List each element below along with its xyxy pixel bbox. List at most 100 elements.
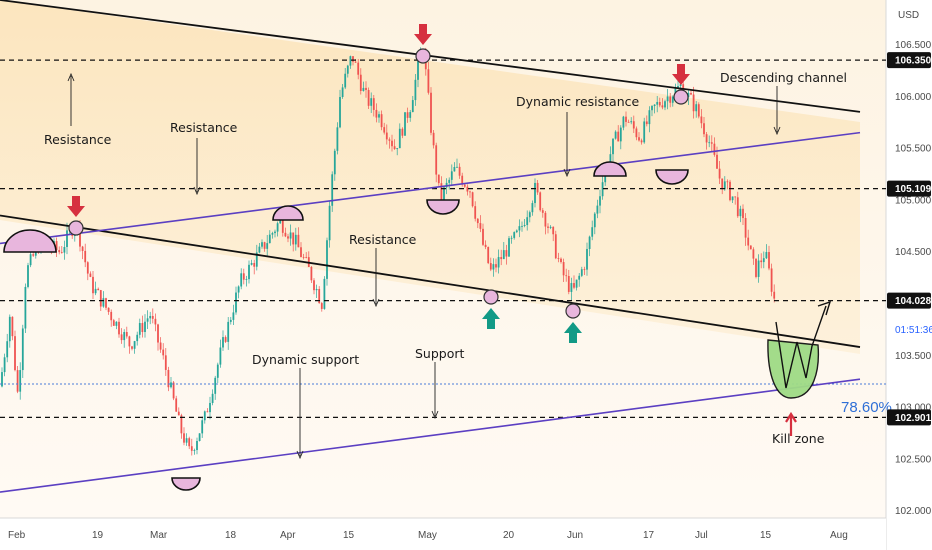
candle-body <box>198 433 201 441</box>
candle-body <box>66 230 68 248</box>
annotation-dynamic-support: Dynamic support <box>252 352 359 367</box>
candle-body <box>417 61 419 80</box>
level-price-label: 105.109 <box>895 184 932 195</box>
candle-body <box>619 127 622 142</box>
candle-body <box>554 234 557 259</box>
candle-body <box>677 86 679 88</box>
candle-body <box>185 438 188 443</box>
candle-body <box>123 332 126 341</box>
candle-body <box>154 318 157 325</box>
candle-body <box>359 74 362 91</box>
candle-body <box>721 178 724 190</box>
candle-body <box>271 233 274 235</box>
candlestick-series <box>1 47 776 456</box>
level-price-box <box>887 292 931 309</box>
candle-body <box>102 298 105 307</box>
candle-body <box>313 280 315 291</box>
candle-body <box>237 286 240 293</box>
candle-body <box>612 138 614 155</box>
candle-body <box>531 203 534 213</box>
candle-body <box>79 222 81 247</box>
candle-body <box>432 132 435 146</box>
price-axis-ticks: 106.500 106.000 105.500 105.000 104.500 103.5… <box>895 40 932 517</box>
candle-body <box>692 94 695 112</box>
sell-arrows <box>67 24 690 217</box>
candle-body <box>292 232 295 245</box>
touch-arc-4 <box>593 161 627 177</box>
candle-body <box>437 174 440 184</box>
candle-body <box>232 312 235 320</box>
candle-body <box>167 369 170 388</box>
candle-body <box>24 286 27 329</box>
candle-body <box>708 142 711 144</box>
candle-body <box>586 248 588 270</box>
time-tick-label: 15 <box>760 530 772 541</box>
candle-body <box>172 382 175 399</box>
candle-body <box>131 346 133 349</box>
candle-body <box>762 258 765 263</box>
candle-body <box>136 334 139 342</box>
candle-body <box>401 128 404 136</box>
candle-body <box>222 337 224 348</box>
candle-body <box>435 145 438 175</box>
candle-body <box>349 56 352 66</box>
candle-body <box>671 96 674 103</box>
candle-body <box>651 106 653 111</box>
candle-body <box>406 112 409 118</box>
candle-body <box>151 315 154 319</box>
price-tick-label: 105.000 <box>895 195 932 206</box>
candle-body <box>227 321 230 342</box>
time-tick-label: Aug <box>830 530 848 541</box>
candle-body <box>513 232 516 238</box>
candle-body <box>287 236 289 239</box>
countdown-box <box>886 320 932 338</box>
time-tick-label: Feb <box>8 530 26 541</box>
price-axis-background <box>886 0 932 550</box>
candle-body <box>144 321 146 333</box>
candle-body <box>549 226 552 228</box>
candle-body <box>375 109 378 118</box>
candle-body <box>224 337 227 342</box>
candle-body <box>539 192 542 211</box>
candle-body <box>643 121 646 143</box>
candle-body <box>339 97 341 128</box>
candle-body <box>58 250 61 253</box>
candle-body <box>773 291 776 299</box>
down-arrow-icon <box>67 196 85 217</box>
candle-body <box>300 247 302 257</box>
candle-body <box>354 61 357 63</box>
candle-body <box>214 377 217 394</box>
candle-body <box>450 171 453 180</box>
candle-body <box>560 258 562 263</box>
kill-zone-arrow-icon <box>785 411 797 436</box>
time-tick-label: Apr <box>280 530 296 541</box>
candle-body <box>146 318 149 322</box>
time-axis-ticks: Feb 19 Mar 18 Apr 15 May 20 Jun 17 Jul 15 Aug <box>8 530 848 541</box>
candle-body <box>115 321 118 326</box>
candle-body <box>515 230 518 233</box>
candle-body <box>497 257 500 268</box>
time-tick-label: Jun <box>567 530 583 541</box>
candle-body <box>248 264 250 280</box>
touch-circle-3 <box>673 89 689 105</box>
descending-channel-fill <box>0 0 860 354</box>
candle-body <box>518 226 521 231</box>
candle-body <box>739 208 742 217</box>
candle-body <box>162 349 165 356</box>
annotation-kill-zone: Kill zone <box>772 431 825 446</box>
candle-body <box>19 370 22 392</box>
candle-body <box>747 237 750 246</box>
touch-arc-2 <box>272 205 304 221</box>
candle-body <box>362 87 365 91</box>
candle-body <box>705 134 708 143</box>
level-price-label: 106.350 <box>895 56 932 67</box>
candle-body <box>297 234 300 248</box>
annotation-support: Support <box>415 346 465 361</box>
candle-body <box>679 84 682 87</box>
candle-body <box>526 217 529 226</box>
level-price-label: 104.028 <box>895 296 932 307</box>
level-price-label: 102.901 <box>895 413 932 424</box>
candle-body <box>294 234 297 245</box>
candle-body <box>253 262 256 267</box>
